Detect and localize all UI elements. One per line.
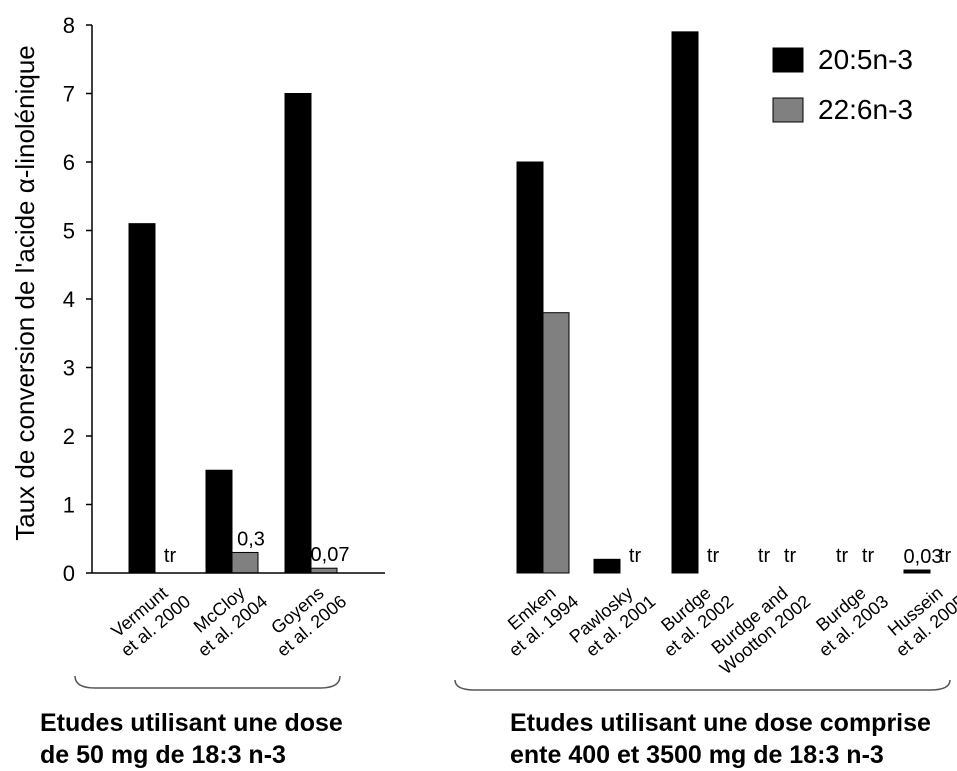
data-label: 0,3 [237,528,265,550]
data-label: tr [629,545,642,567]
legend-label-1: 22:6n-3 [818,94,913,125]
data-label: tr [939,545,952,567]
data-label: 0,03 [904,546,943,568]
bar-epa-0 [128,223,156,574]
y-tick-label: 3 [63,356,75,381]
y-tick-label: 2 [63,424,75,449]
group-brace-right [454,679,951,691]
bar-dha-3 [542,312,570,574]
data-label: 0,07 [311,544,350,566]
y-tick-label: 6 [63,150,75,175]
group-label-1-line2: ente 400 et 3500 mg de 18:3 n-3 [510,741,884,769]
y-tick-label: 8 [63,13,75,38]
legend-label-0: 20:5n-3 [818,44,913,75]
group-braces [74,675,951,691]
legend-swatch-1 [772,97,804,123]
group-label-0-line2: de 50 mg de 18:3 n-3 [40,741,286,769]
category-label: Vermuntet al. 2000 [104,575,195,660]
legend-swatch-0 [772,47,804,73]
bar-epa-2 [284,93,312,574]
y-tick-label: 4 [63,287,75,312]
data-label: tr [784,545,797,567]
bars [128,31,931,574]
category-label: Goyenset al. 2006 [260,575,351,660]
category-label: Emkenet al. 1994 [492,575,583,660]
y-tick-label: 7 [63,82,75,107]
data-label: tr [164,545,177,567]
y-tick-label: 5 [63,219,75,244]
data-label: tr [836,545,849,567]
group-brace-left [74,675,341,689]
category-label: Husseinet al. 2005 [879,575,957,660]
bar-epa-5 [671,31,699,574]
y-axis-label: Taux de conversion de l'acide α-linoléni… [10,45,40,541]
group-label-0-line1: Etudes utilisant une dose [40,709,343,737]
category-label: McCloyet al. 2004 [181,575,272,660]
bar-epa-4 [593,558,621,574]
data-label: tr [707,545,720,567]
bar-dha-1 [231,551,259,574]
group-labels: Etudes utilisant une dose de 50 mg de 18:… [40,709,931,769]
category-label: Burdge andWootton 2002 [702,575,814,678]
data-label: tr [758,545,771,567]
legend: 20:5n-3 22:6n-3 [772,44,913,125]
bar-epa-8 [903,569,931,574]
category-label: Burdgeet al. 2003 [802,575,893,660]
data-label: tr [862,545,875,567]
y-axis: 0 1 2 3 4 5 6 7 8 [63,13,93,586]
category-label: Pawloskyet al. 2001 [565,575,659,663]
bar-epa-1 [205,469,233,574]
y-tick-label: 0 [63,561,75,586]
y-tick-label: 1 [63,493,75,518]
group-label-1-line1: Etudes utilisant une dose comprise [510,709,931,737]
bar-epa-3 [516,161,544,574]
